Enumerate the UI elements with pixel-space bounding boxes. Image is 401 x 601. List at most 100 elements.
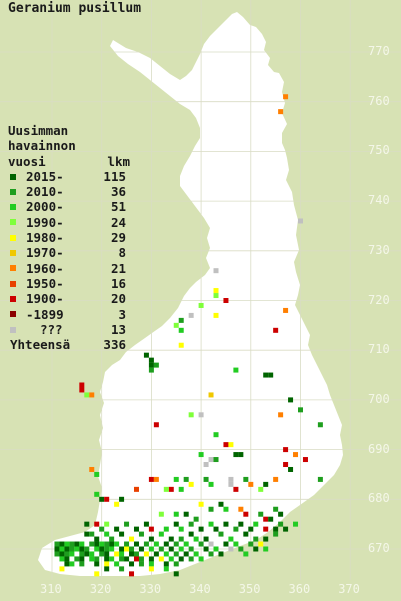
legend-swatch bbox=[10, 250, 16, 257]
observation-square bbox=[143, 352, 149, 358]
observation-square bbox=[263, 546, 269, 552]
observation-square bbox=[84, 551, 90, 557]
observation-square bbox=[119, 566, 125, 572]
observation-square bbox=[218, 551, 224, 557]
observation-square bbox=[188, 546, 194, 552]
observation-square bbox=[89, 541, 95, 547]
observation-square bbox=[268, 516, 274, 522]
observation-square bbox=[233, 541, 239, 547]
observation-square bbox=[138, 556, 144, 562]
observation-square bbox=[79, 561, 85, 567]
observation-square bbox=[213, 268, 219, 274]
observation-square bbox=[133, 551, 139, 557]
observation-square bbox=[208, 392, 214, 398]
observation-square bbox=[119, 551, 125, 557]
observation-square bbox=[124, 521, 130, 527]
observation-square bbox=[213, 546, 219, 552]
observation-square bbox=[198, 541, 204, 547]
observation-square bbox=[273, 506, 279, 512]
observation-square bbox=[99, 541, 105, 547]
legend-swatch bbox=[10, 326, 16, 333]
observation-square bbox=[148, 556, 154, 562]
observation-square bbox=[228, 546, 234, 552]
observation-square bbox=[253, 521, 259, 527]
observation-square bbox=[79, 541, 85, 547]
observation-square bbox=[99, 526, 105, 532]
legend-row: 1980- 29 bbox=[8, 230, 130, 245]
observation-square bbox=[173, 322, 179, 328]
legend-total: Yhteensä 336 bbox=[10, 337, 130, 352]
observation-square bbox=[188, 521, 194, 527]
observation-square bbox=[173, 571, 179, 577]
observation-square bbox=[223, 521, 229, 527]
observation-square bbox=[283, 526, 289, 532]
observation-square bbox=[133, 486, 139, 492]
observation-square bbox=[129, 561, 135, 567]
observation-square bbox=[148, 566, 154, 572]
observation-square bbox=[188, 312, 194, 318]
observation-square bbox=[114, 551, 120, 557]
observation-square bbox=[188, 556, 194, 562]
observation-square bbox=[79, 556, 85, 562]
observation-square bbox=[283, 447, 289, 453]
observation-square bbox=[253, 536, 259, 542]
y-tick-label: 690 bbox=[368, 441, 390, 456]
legend-row-label: 2010- bbox=[26, 184, 64, 200]
observation-square bbox=[243, 511, 249, 517]
observation-square bbox=[223, 541, 229, 547]
observation-square bbox=[119, 531, 125, 537]
observation-square bbox=[283, 94, 289, 100]
observation-square bbox=[178, 342, 184, 348]
observation-square bbox=[173, 511, 179, 517]
observation-square bbox=[223, 298, 229, 303]
observation-square bbox=[94, 521, 100, 527]
observation-square bbox=[69, 561, 75, 567]
observation-square bbox=[228, 476, 234, 482]
observation-square bbox=[193, 516, 199, 522]
observation-square bbox=[168, 486, 174, 492]
observation-square bbox=[183, 476, 189, 482]
observation-square bbox=[208, 506, 214, 512]
legend: Uusimman havainnon vuosi lkm 2015- 115 201… bbox=[8, 123, 130, 352]
observation-square bbox=[268, 372, 274, 378]
observation-square bbox=[278, 412, 284, 418]
observation-square bbox=[238, 506, 244, 512]
y-tick-label: 680 bbox=[368, 491, 390, 506]
observation-square bbox=[243, 476, 249, 482]
observation-square bbox=[218, 531, 224, 537]
legend-row-count: 16 bbox=[110, 275, 126, 291]
finland-land-area bbox=[38, 12, 343, 576]
observation-square bbox=[104, 556, 110, 562]
y-tick-label: 700 bbox=[368, 391, 390, 406]
observation-square bbox=[129, 571, 135, 577]
observation-square bbox=[288, 466, 294, 472]
observation-square bbox=[54, 546, 60, 552]
observation-square bbox=[94, 541, 100, 547]
observation-square bbox=[143, 551, 149, 557]
legend-swatch bbox=[10, 188, 16, 195]
observation-square bbox=[233, 526, 239, 532]
observation-square bbox=[99, 551, 105, 557]
observation-square bbox=[89, 551, 95, 557]
observation-square bbox=[213, 293, 219, 299]
observation-square bbox=[59, 556, 65, 562]
observation-square bbox=[317, 476, 323, 482]
observation-square bbox=[208, 457, 214, 463]
observation-square bbox=[188, 531, 194, 537]
coordinate-grid bbox=[0, 0, 401, 580]
observation-square bbox=[302, 457, 308, 463]
observation-square bbox=[59, 566, 65, 572]
observation-square bbox=[59, 546, 65, 552]
x-tick-label: 320 bbox=[89, 582, 112, 596]
observation-square bbox=[173, 561, 179, 567]
x-tick-label: 330 bbox=[139, 582, 162, 596]
observation-square bbox=[228, 536, 234, 542]
observation-square bbox=[238, 452, 244, 458]
observation-square bbox=[183, 511, 189, 517]
observation-square bbox=[243, 531, 249, 537]
observation-square bbox=[203, 476, 209, 482]
x-tick-label: 360 bbox=[288, 582, 311, 596]
observation-square bbox=[298, 218, 303, 224]
observation-square bbox=[273, 476, 279, 482]
